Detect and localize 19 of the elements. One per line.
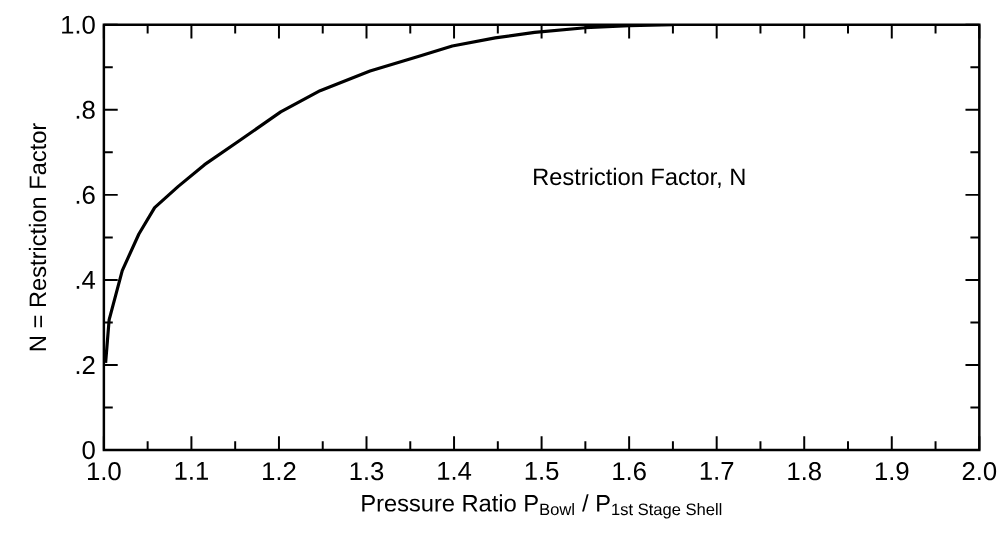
y-tick-label: .6 [76,185,95,204]
x-tick-label: 1.5 [525,462,559,481]
x-tick-label: 1.8 [788,462,821,481]
x-tick-label: 2.0 [962,462,997,481]
x-tick-label: 1.3 [350,462,384,481]
y-tick-label: 1.0 [62,15,95,34]
y-tick-label: .8 [76,100,95,119]
y-axis-title: N = Restriction Factor [28,123,47,351]
x-tick-label: 1.2 [263,462,296,481]
x-tick-label: 1.6 [613,462,646,481]
y-tick-label: 0 [82,441,95,460]
x-tick-label: 1.1 [175,462,208,480]
x-tick-label: 1.0 [88,462,121,481]
x-tick-label: 1.4 [438,462,472,480]
x-tick-label: 1.7 [700,462,734,480]
y-tick-label: .2 [76,356,95,374]
annotation: Restriction Factor, N [534,167,745,188]
y-tick-label: .4 [76,271,96,289]
x-tick-label: 1.9 [875,462,909,481]
